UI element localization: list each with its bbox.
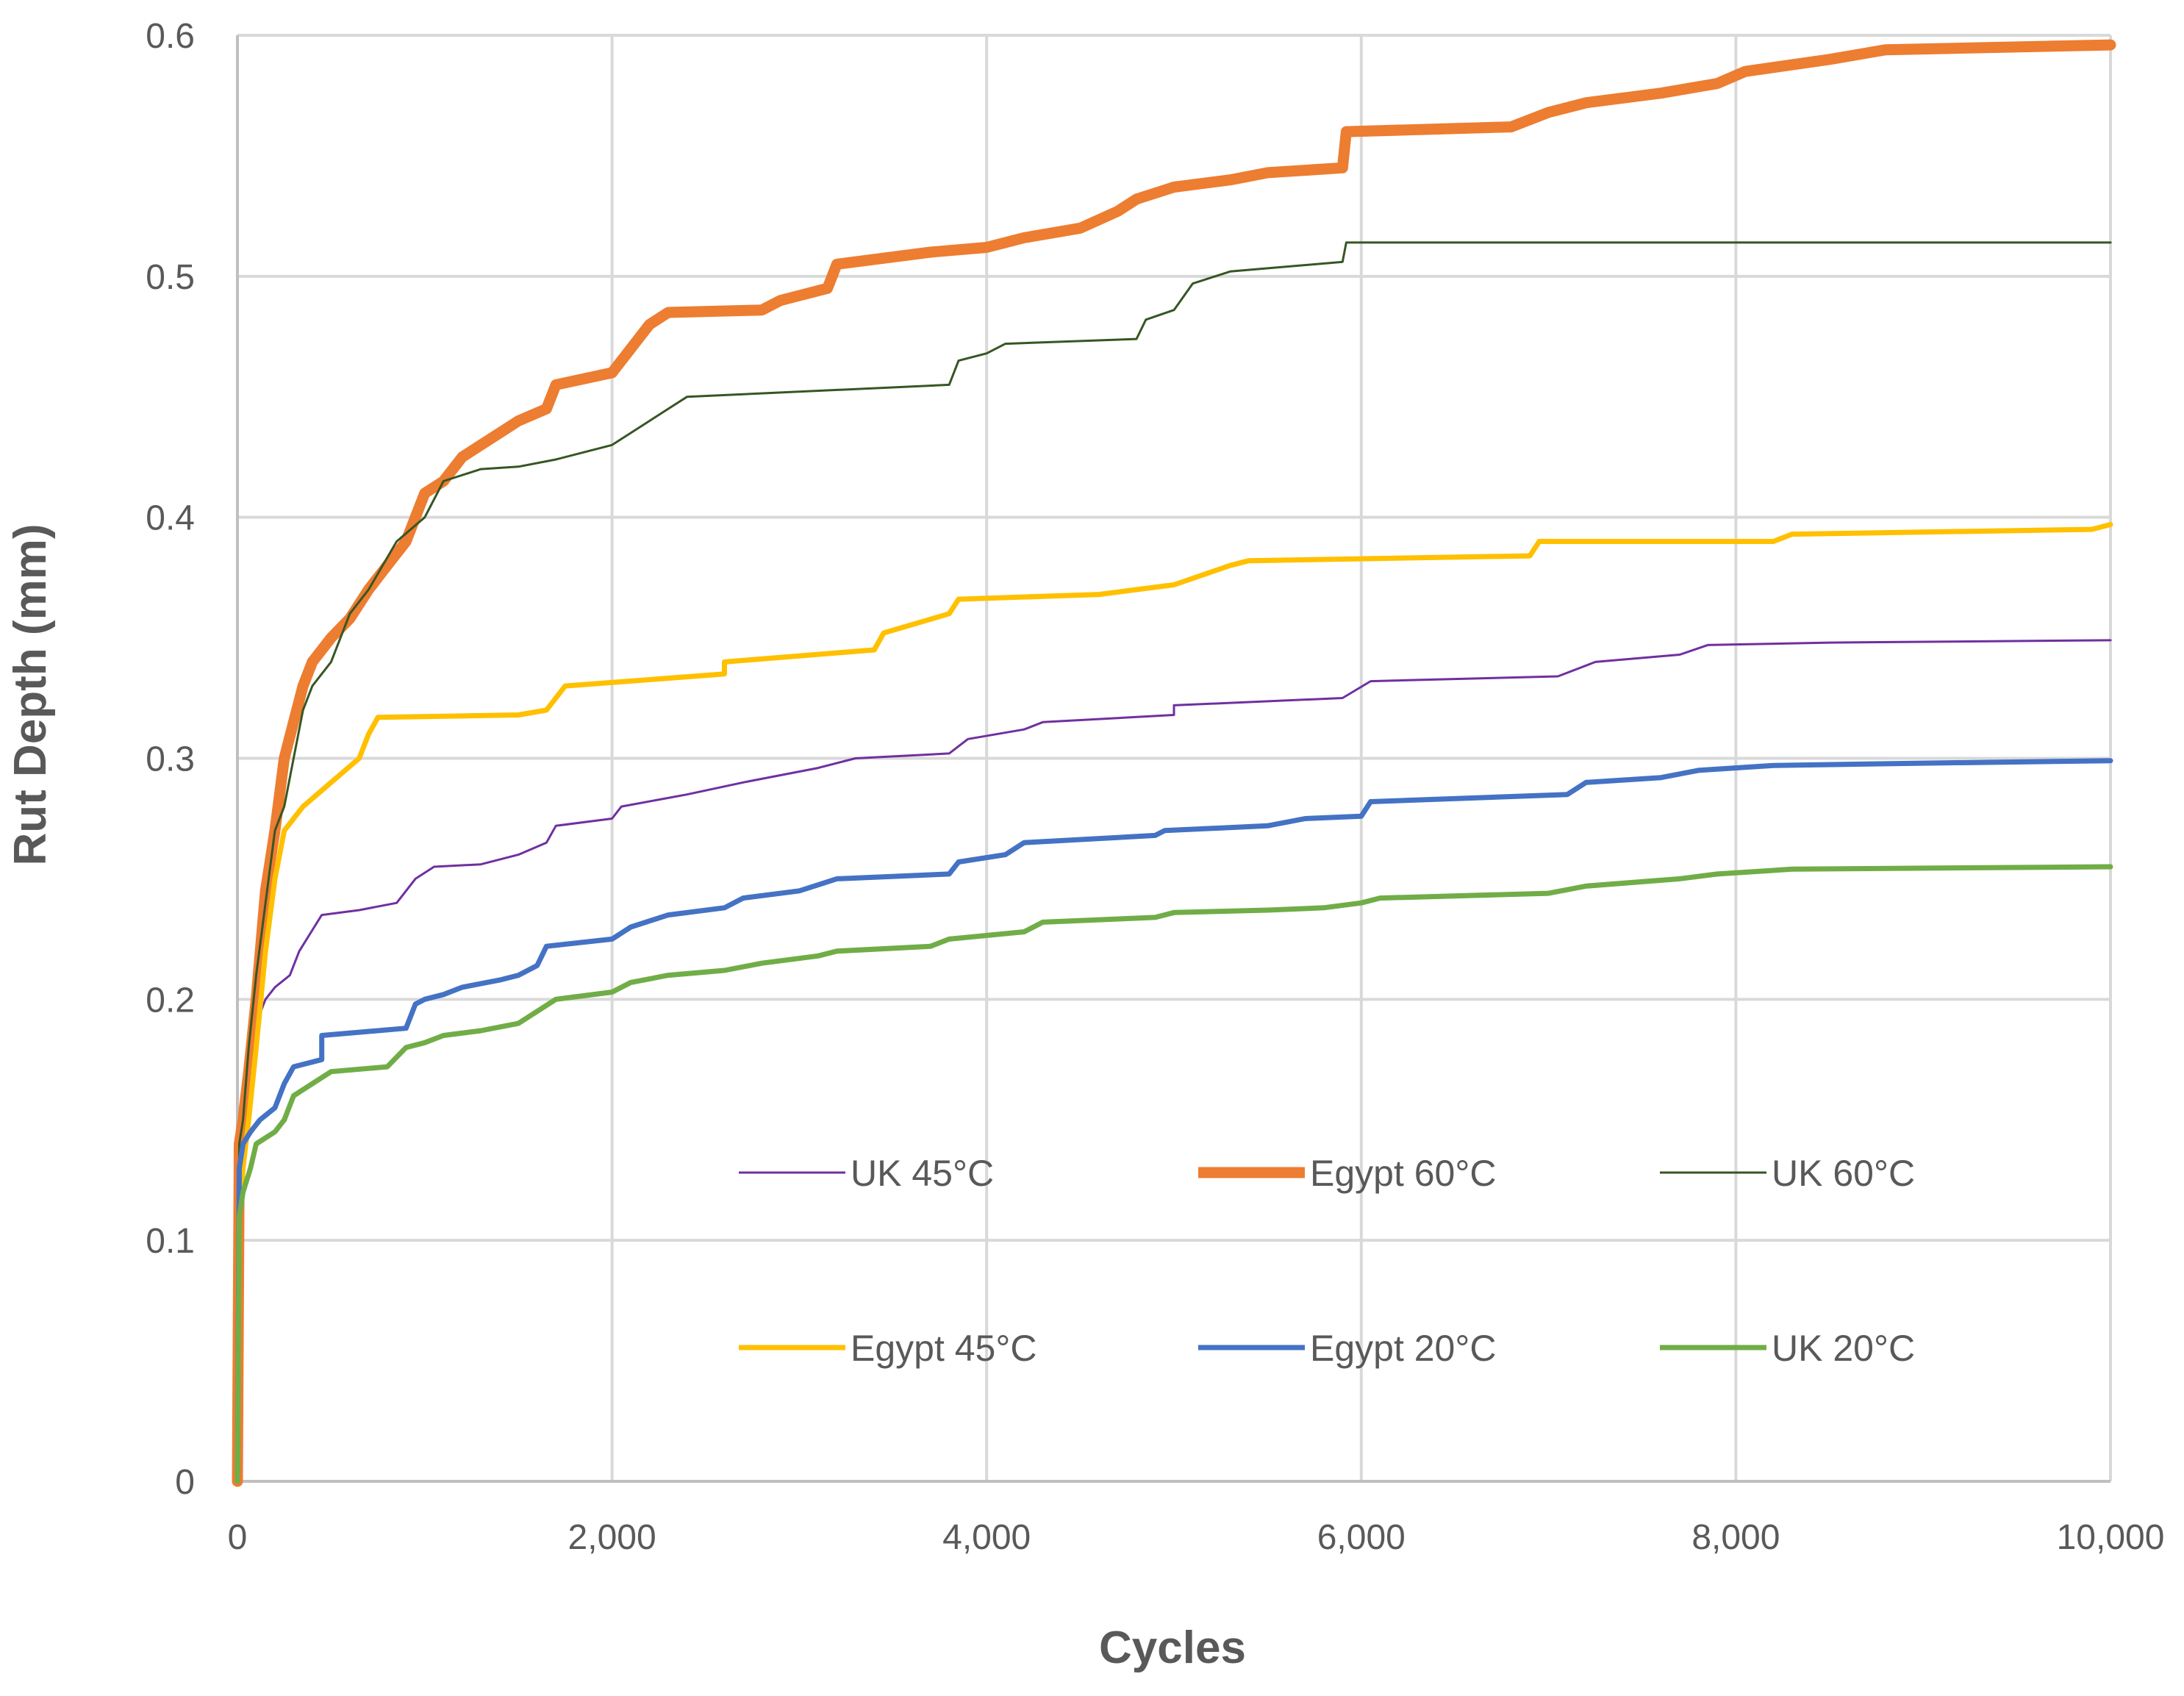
x-tick-label: 10,000 [2057, 1518, 2165, 1557]
y-tick-label: 0.6 [146, 17, 195, 56]
y-tick-label: 0.5 [146, 258, 195, 297]
legend-label: UK 60°C [1772, 1153, 1915, 1194]
series-line-egypt-20-c [234, 758, 2113, 1484]
legend-item: Egypt 60°C [1198, 1153, 1496, 1194]
series-line-egypt-45-c [234, 522, 2113, 1484]
series-line-uk-45-c [236, 639, 2112, 1483]
legend-label: UK 20°C [1772, 1328, 1915, 1369]
series-group [232, 39, 2116, 1487]
legend-item: UK 60°C [1660, 1153, 1915, 1194]
y-tick-label: 0.1 [146, 1222, 195, 1261]
legend: UK 45°C Egypt 60°C UK 60°C Egypt 45°C Egypt … [739, 1153, 1915, 1369]
legend-label: UK 45°C [851, 1153, 994, 1194]
y-tick-label: 0.2 [146, 981, 195, 1020]
x-tick-label: 8,000 [1691, 1518, 1780, 1557]
x-tick-label: 2,000 [568, 1518, 656, 1557]
y-tick-label: 0.4 [146, 499, 195, 538]
y-axis-title: Rut Depth (mm) [5, 524, 56, 866]
series-line-egypt-60-c [232, 39, 2116, 1487]
y-tick-label: 0 [175, 1463, 195, 1502]
legend-label: Egypt 20°C [1310, 1328, 1496, 1369]
x-tick-label: 0 [228, 1518, 248, 1557]
series-line-uk-20-c [234, 864, 2113, 1484]
x-tick-label: 4,000 [942, 1518, 1031, 1557]
legend-item: UK 20°C [1660, 1328, 1915, 1369]
legend-label: Egypt 60°C [1310, 1153, 1496, 1194]
y-tick-label: 0.3 [146, 740, 195, 779]
x-tick-label: 6,000 [1317, 1518, 1406, 1557]
series-line-uk-60-c [236, 241, 2112, 1483]
legend-item: UK 45°C [739, 1153, 994, 1194]
legend-item: Egypt 45°C [739, 1328, 1036, 1369]
tick-labels: 0 0.1 0.2 0.3 0.4 0.5 0.6 0 2,000 4,000 6,000 8,000… [146, 17, 2164, 1557]
x-axis-title: Cycles [1099, 1622, 1246, 1673]
legend-item: Egypt 20°C [1198, 1328, 1496, 1369]
legend-label: Egypt 45°C [851, 1328, 1036, 1369]
